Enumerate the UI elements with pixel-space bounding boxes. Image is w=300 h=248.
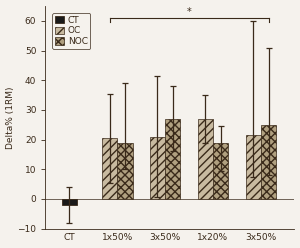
Bar [213, 143, 228, 199]
Bar [165, 119, 180, 199]
Bar [61, 199, 77, 205]
Bar [117, 143, 133, 199]
Bar [102, 138, 117, 199]
Bar [150, 137, 165, 199]
Legend: CT, OC, NOC: CT, OC, NOC [52, 13, 90, 49]
Text: *: * [187, 7, 191, 17]
Bar [198, 119, 213, 199]
Bar [246, 135, 261, 199]
Bar [261, 125, 276, 199]
Y-axis label: Delta% (1RM): Delta% (1RM) [6, 86, 15, 149]
